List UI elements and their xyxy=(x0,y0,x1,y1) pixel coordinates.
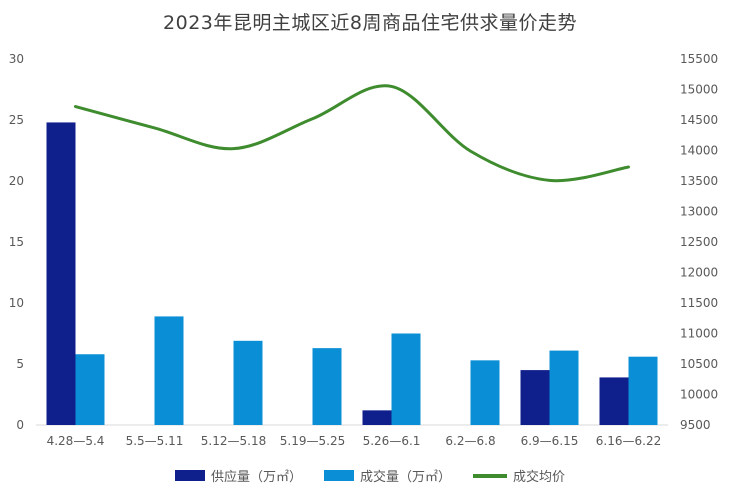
legend-item-transaction: 成交量（万㎡） xyxy=(323,466,451,485)
right-axis-tick-label: 11000 xyxy=(680,327,718,341)
legend-swatch-supply xyxy=(174,470,205,481)
transaction-bar xyxy=(233,340,263,425)
left-axis-tick-label: 30 xyxy=(9,52,24,66)
x-axis-tick-label: 6.9—6.15 xyxy=(521,434,579,448)
right-axis-tick-label: 10500 xyxy=(680,357,718,371)
transaction-bar xyxy=(470,360,500,425)
x-axis-tick-label: 5.12—5.18 xyxy=(201,434,266,448)
x-axis-tick-label: 5.5—5.11 xyxy=(126,434,184,448)
legend: 供应量（万㎡） 成交量（万㎡） 成交均价 xyxy=(0,466,740,485)
legend-label-avg-price: 成交均价 xyxy=(513,470,566,485)
legend-item-supply: 供应量（万㎡） xyxy=(174,466,302,485)
legend-label-transaction: 成交量（万㎡） xyxy=(359,470,451,485)
left-axis-tick-label: 10 xyxy=(9,296,24,310)
transaction-bar xyxy=(154,316,184,425)
right-axis-tick-label: 12000 xyxy=(680,266,718,280)
right-axis-tick-label: 15500 xyxy=(680,52,718,66)
right-axis-tick-label: 13000 xyxy=(680,205,718,219)
chart-title: 2023年昆明主城区近8周商品住宅供求量价走势 xyxy=(163,12,577,34)
right-axis-tick-label: 13500 xyxy=(680,174,718,188)
right-axis-tick-label: 15000 xyxy=(680,83,718,97)
supply-bar xyxy=(599,377,629,425)
x-axis-tick-label: 6.16—6.22 xyxy=(596,434,661,448)
right-axis-tick-label: 9500 xyxy=(680,418,711,432)
right-axis-tick-label: 11500 xyxy=(680,296,718,310)
transaction-bar xyxy=(549,350,579,425)
right-axis-tick-label: 14500 xyxy=(680,113,718,127)
supply-bar xyxy=(362,410,392,425)
left-axis-tick-label: 20 xyxy=(9,174,24,188)
legend-item-avg-price: 成交均价 xyxy=(473,466,565,485)
left-axis-tick-label: 0 xyxy=(16,418,24,432)
x-axis-tick-label: 5.26—6.1 xyxy=(363,434,421,448)
x-axis-tick-label: 4.28—5.4 xyxy=(47,434,105,448)
right-axis-tick-label: 10000 xyxy=(680,388,718,402)
transaction-bar xyxy=(312,348,342,425)
left-axis-tick-label: 25 xyxy=(9,113,24,127)
supply-bar xyxy=(520,370,550,425)
x-axis-tick-label: 6.2—6.8 xyxy=(445,434,495,448)
transaction-bar xyxy=(628,356,658,425)
right-axis-tick-label: 14000 xyxy=(680,144,718,158)
legend-swatch-avg-price xyxy=(473,473,507,478)
transaction-bar xyxy=(75,354,105,425)
right-axis-tick-label: 12500 xyxy=(680,235,718,249)
left-axis-tick-label: 15 xyxy=(9,235,24,249)
transaction-bar xyxy=(391,333,421,425)
supply-bar xyxy=(46,122,76,425)
legend-swatch-transaction xyxy=(323,470,354,481)
legend-label-supply: 供应量（万㎡） xyxy=(210,470,302,485)
avg-price-line xyxy=(74,84,630,183)
left-axis-tick-label: 5 xyxy=(16,357,24,371)
x-axis-tick-label: 5.19—5.25 xyxy=(280,434,345,448)
